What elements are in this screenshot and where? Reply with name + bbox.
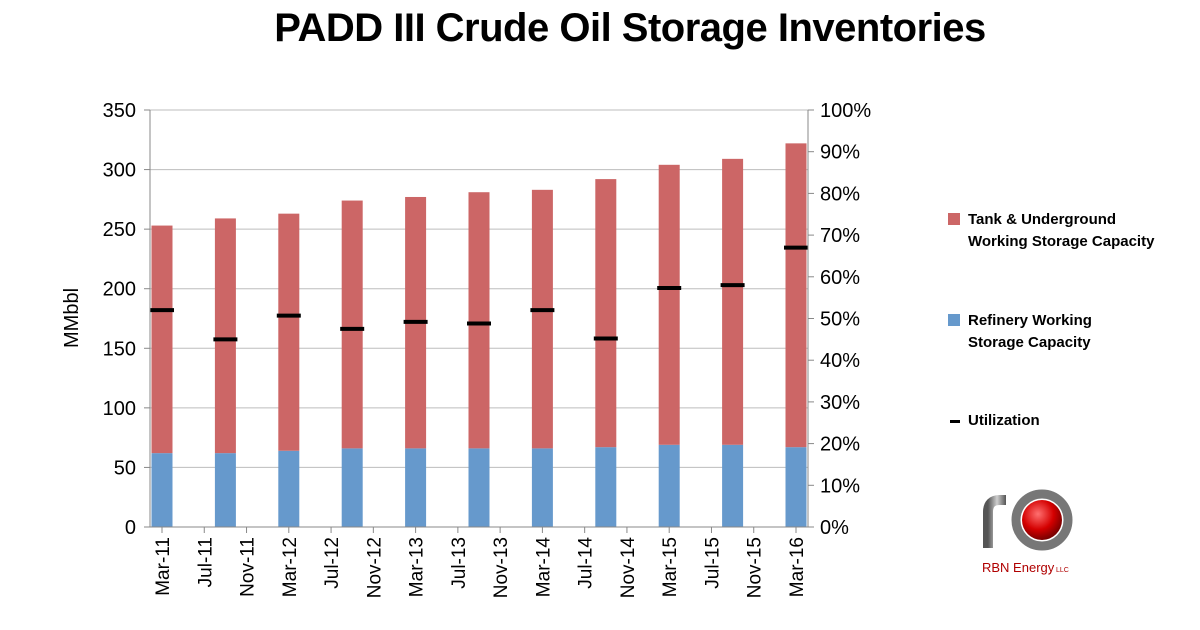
x-axis-ticks: Mar-11 Jul-11 Nov-11 Mar-12 Jul-12 Nov-12 Mar-… [153,537,808,599]
x-tick-label: Jul-12 [322,537,343,589]
x-tick-label: Nov-12 [364,537,385,598]
bar-tank [214,218,236,454]
y-tick-label: 100 [103,398,136,420]
logo-text: RBN Energy [982,560,1055,575]
bar-tank [658,164,680,445]
y-tick-label: 250 [103,219,136,241]
legend-swatch-utilization [950,420,960,423]
chart-title: PADD III Crude Oil Storage Inventories [274,6,986,50]
legend-label-utilization: Utilization [968,412,1040,429]
y2-tick-label: 90% [820,142,860,164]
bar-refinery [785,447,807,527]
y-tick-label: 350 [103,100,136,122]
bar-tank [468,192,490,449]
x-tick-label: Nov-14 [618,537,639,599]
y2-tick-label: 40% [820,350,860,372]
x-tick-label: Nov-13 [491,537,512,598]
y2-tick-label: 100% [820,100,871,122]
logo-icon: RBN Energy LLC [982,474,1073,575]
y2-tick-label: 20% [820,434,860,456]
bar-tank [595,179,617,448]
y2-tick-label: 50% [820,309,860,331]
y-tick-label: 150 [103,338,136,360]
bar-tank [722,158,744,445]
legend-swatch-tank [948,213,960,225]
y2-tick-label: 30% [820,392,860,414]
x-tick-label: Jul-15 [702,537,723,589]
bar-tank [151,225,173,454]
y-tick-label: 50 [114,457,136,479]
bar-tank [341,200,363,449]
bar-refinery [531,448,553,527]
rbn-energy-logo: RBN Energy LLC [972,470,1092,580]
bar-refinery [658,444,680,527]
bars [151,143,807,527]
legend-label-tank: Tank & Underground Working Storage Capac… [968,211,1155,250]
y-tick-label: 0 [125,517,136,539]
y-axis-label: MMbbl [61,288,83,348]
y2-tick-label: 60% [820,267,860,289]
utilization-markers [150,245,808,342]
x-tick-label: Mar-16 [787,537,808,597]
y2-axis-ticks: 0% 10% 20% 30% 40% 50% 60% 70% 80% 90% 100% [820,100,871,539]
x-tick-label: Nov-15 [745,537,766,598]
bar-refinery [151,453,173,527]
x-tick-label: Jul-11 [195,537,216,587]
x-tick-label: Mar-15 [660,537,681,597]
bar-refinery [214,453,236,527]
x-tick-label: Mar-14 [533,537,554,598]
x-tick-label: Nov-11 [238,537,259,597]
y2-tick-label: 0% [820,517,849,539]
bar-tank [785,143,807,448]
x-tick-label: Mar-13 [407,537,428,597]
x-tick-label: Jul-13 [449,537,470,589]
bar-refinery [468,448,490,527]
bar-tank [278,213,300,451]
axes [144,109,814,533]
legend-label-refinery: Refinery Working Storage Capacity [968,312,1092,351]
x-tick-label: Mar-12 [280,537,301,597]
y2-tick-label: 10% [820,475,860,497]
y-tick-label: 300 [103,160,136,182]
x-tick-label: Jul-14 [576,537,597,589]
bar-tank [531,189,553,449]
bar-refinery [722,444,744,527]
logo-suffix: LLC [1056,567,1069,574]
bar-refinery [595,447,617,527]
y-axis-ticks: 0 50 100 150 200 250 300 350 [103,100,136,539]
bar-refinery [341,448,363,527]
y2-tick-label: 70% [820,225,860,247]
bar-refinery [278,450,300,527]
bar-refinery [405,448,427,527]
y-tick-label: 200 [103,279,136,301]
legend-swatch-refinery [948,314,960,326]
x-tick-label: Mar-11 [153,537,174,596]
y2-tick-label: 80% [820,183,860,205]
